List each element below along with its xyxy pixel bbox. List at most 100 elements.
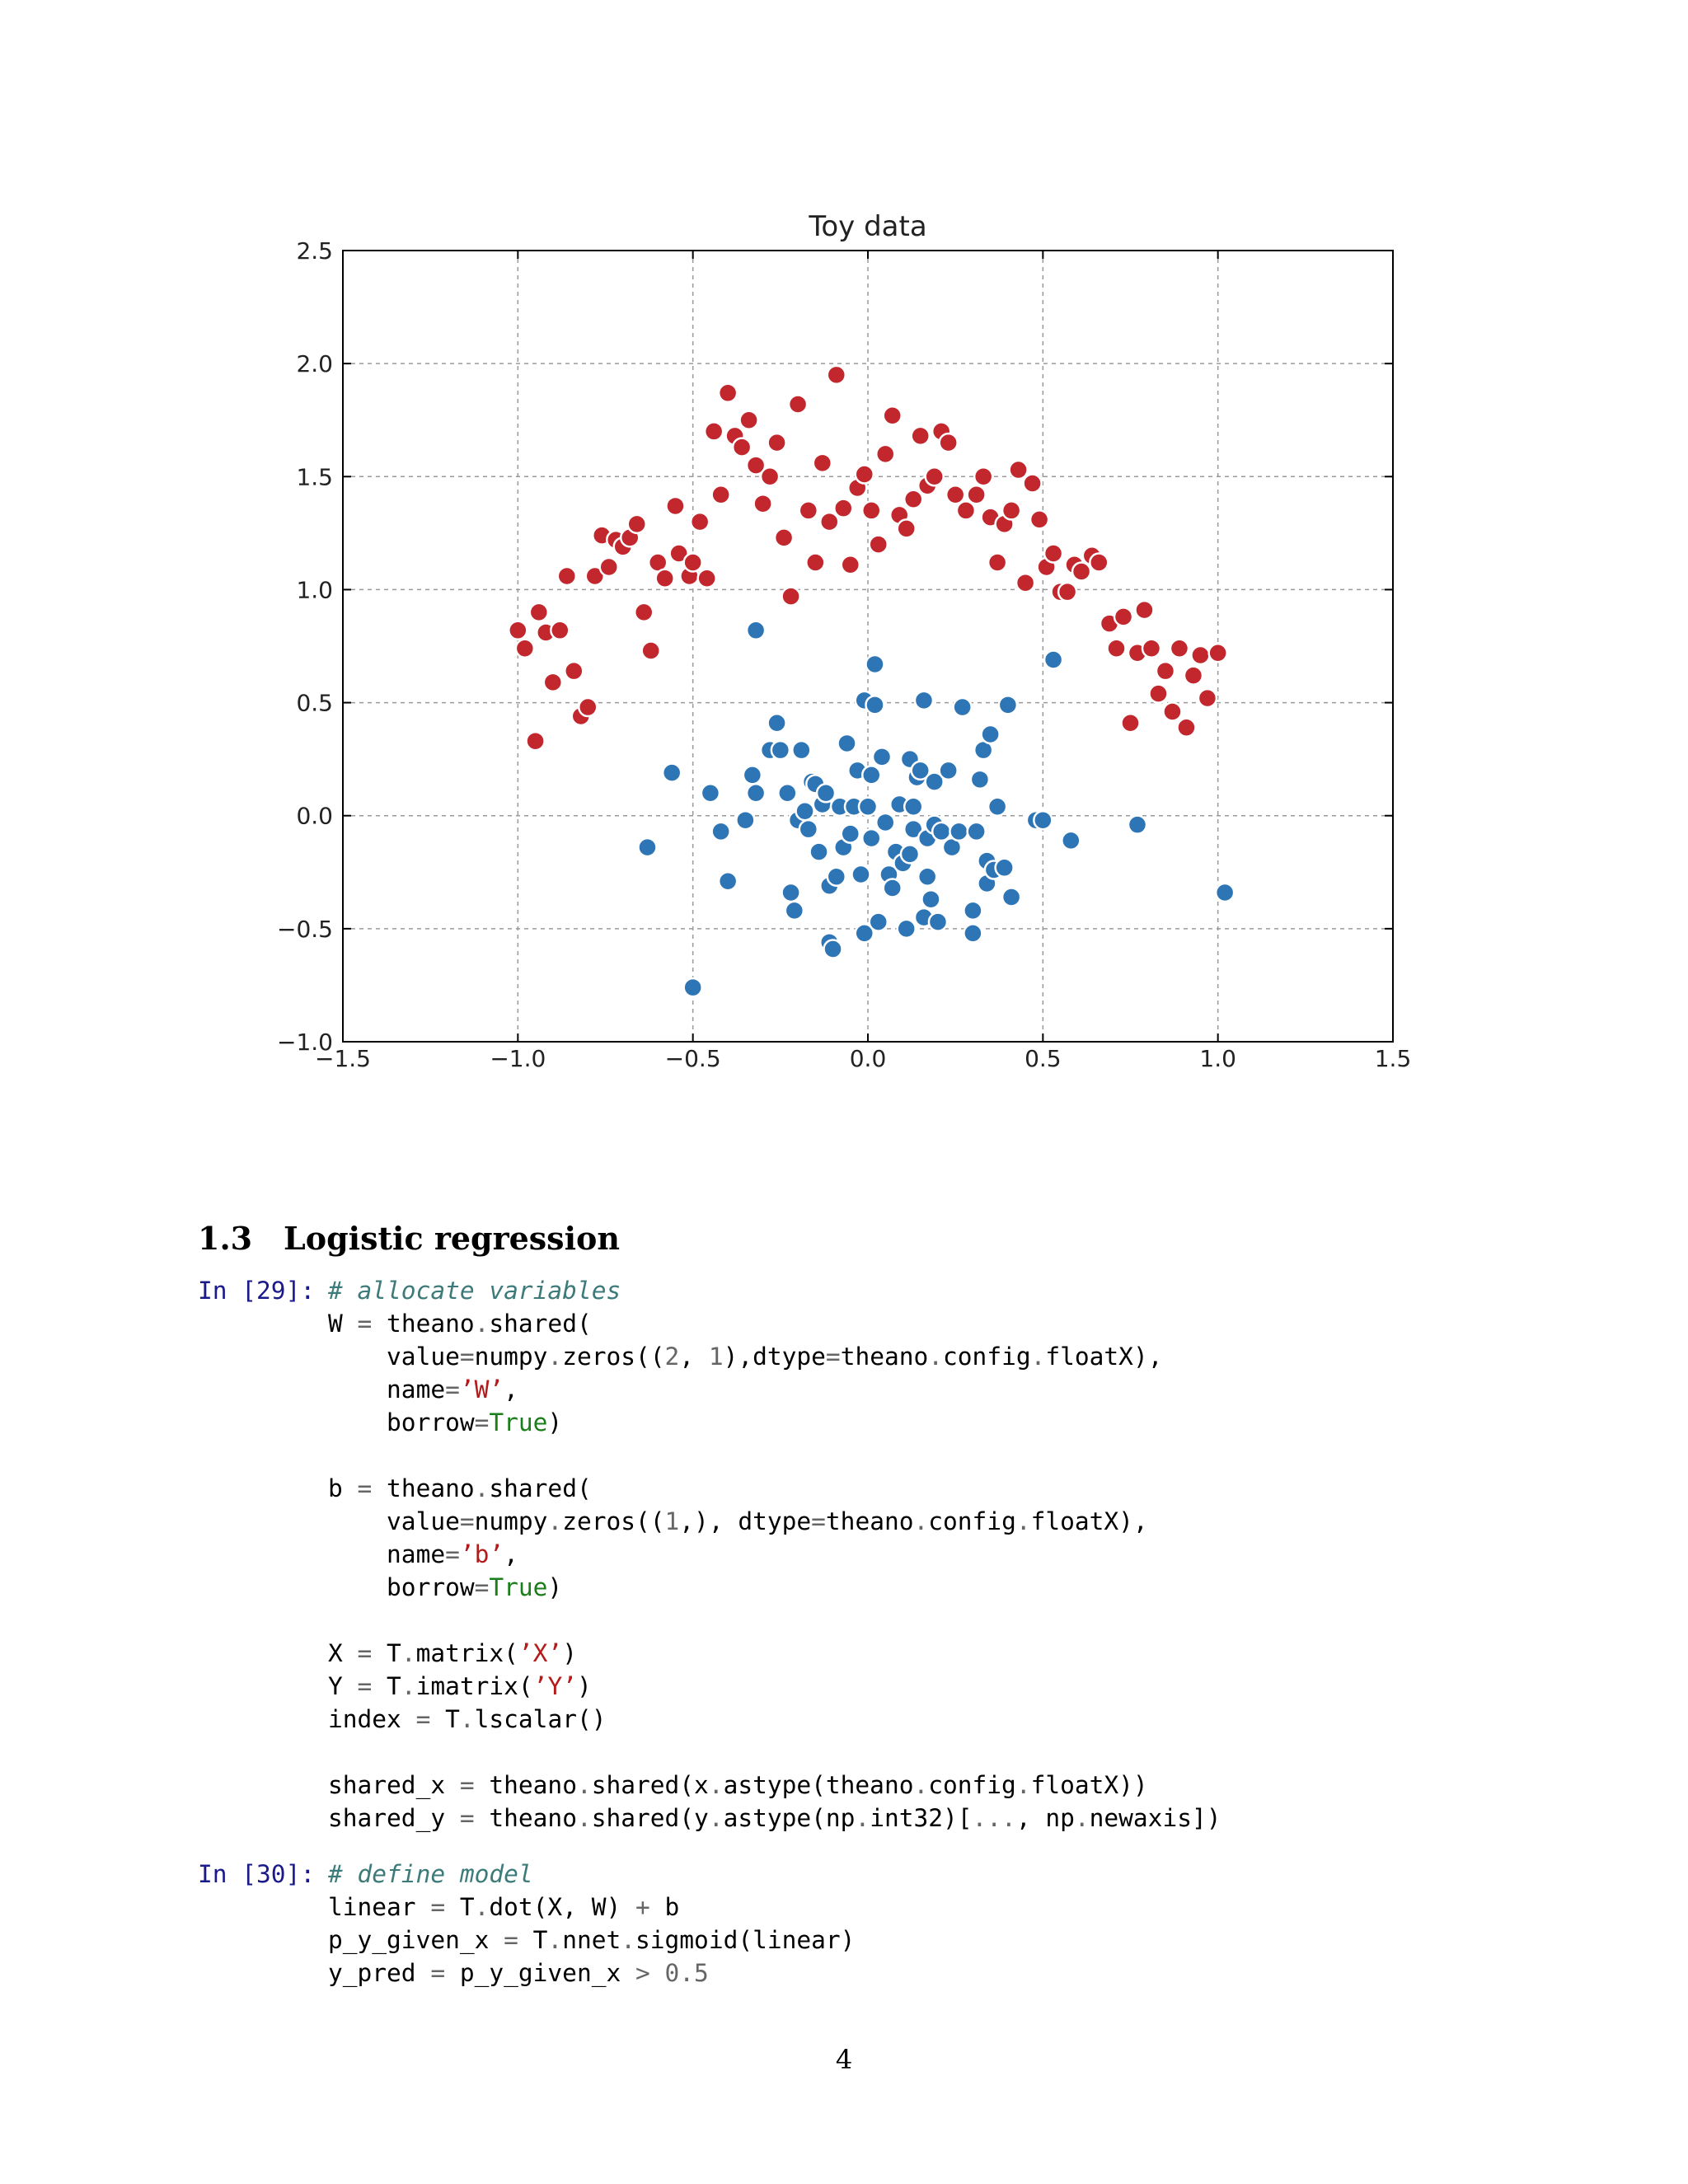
data-point-blue [745, 620, 767, 641]
data-point-red [542, 672, 564, 693]
data-point-blue [980, 724, 1001, 745]
data-point-red [1029, 509, 1050, 530]
x-tick-label: −1.5 [315, 1045, 371, 1072]
data-point-blue [815, 783, 837, 804]
data-point-red [955, 500, 977, 521]
data-point-red [798, 500, 819, 521]
y-tick-label: −0.5 [277, 916, 333, 943]
data-point-blue [868, 912, 889, 932]
page-number: 4 [835, 2044, 853, 2075]
data-point-red [854, 464, 875, 485]
scatter-chart: Toy data −1.5 −1.0 −0.5 0.0 0.5 1.0 1.5−1.0−0.… [277, 210, 1412, 1072]
cell-prompt: In [30]: [198, 1860, 316, 1888]
data-point-red [1155, 660, 1176, 682]
data-point-red [626, 513, 647, 535]
data-point-red [1113, 607, 1134, 627]
data-point-red [1043, 543, 1064, 564]
code-block[interactable]: # allocate variables W = theano.shared( … [328, 1277, 1221, 1832]
data-point-blue [917, 866, 938, 888]
y-tick-label: −1.0 [277, 1029, 333, 1056]
data-point-red [703, 421, 724, 442]
data-point-red [1134, 599, 1155, 621]
data-point-red [874, 443, 896, 465]
data-point-red [826, 364, 847, 386]
data-point-blue [791, 739, 812, 761]
data-point-red [896, 518, 917, 539]
data-point-red [987, 552, 1008, 573]
data-point-red [868, 534, 889, 555]
data-point-blue [903, 796, 924, 817]
x-tick-label: 0.0 [850, 1045, 887, 1072]
data-point-blue [1127, 814, 1148, 835]
data-point-red [668, 543, 689, 564]
data-point-red [1015, 572, 1036, 593]
data-point-blue [924, 771, 945, 792]
data-point-red [738, 410, 759, 430]
data-point-red [731, 437, 753, 457]
code-block[interactable]: # define model linear = T.dot(X, W) + b … [328, 1860, 856, 1987]
data-point-red [654, 568, 675, 588]
data-point-blue [938, 760, 959, 781]
data-point-blue [717, 871, 738, 892]
data-point-red [787, 394, 809, 415]
data-point-blue [777, 783, 798, 804]
data-point-red [840, 555, 861, 575]
section-number: 1.3 [198, 1220, 253, 1257]
y-tick-label: 2.0 [296, 350, 333, 377]
cell-prompt: In [29]: [198, 1277, 316, 1305]
data-point-red [910, 425, 931, 447]
data-point-red [945, 484, 966, 505]
data-point-red [508, 620, 528, 641]
data-point-red [578, 696, 598, 718]
data-point-red [1190, 644, 1211, 666]
chart-title: Toy data [808, 210, 926, 243]
data-point-blue [637, 837, 658, 858]
data-point-red [1106, 638, 1127, 658]
section-heading: 1.3 Logistic regression [198, 1220, 620, 1257]
data-point-red [773, 527, 795, 548]
data-point-blue [913, 690, 935, 711]
data-point-blue [997, 695, 1019, 715]
data-point-blue [854, 923, 875, 944]
data-point-red [556, 565, 578, 587]
data-point-red [1162, 701, 1183, 722]
data-point-red [550, 620, 570, 641]
y-tick-label: 1.0 [296, 576, 333, 603]
y-tick-label: 1.5 [296, 463, 333, 490]
data-point-blue [770, 739, 791, 761]
data-point-blue [865, 654, 885, 675]
data-point-red [781, 586, 801, 607]
data-point-blue [966, 821, 987, 842]
chart-grid [343, 251, 1393, 1042]
data-point-red [767, 432, 787, 453]
data-point-blue [826, 866, 847, 888]
data-point-red [528, 602, 550, 623]
data-point-red [833, 498, 854, 518]
data-point-red [1089, 552, 1109, 573]
chart-points [508, 364, 1236, 998]
data-point-blue [860, 765, 882, 785]
data-point-blue [742, 765, 763, 785]
y-tick-label: 2.5 [296, 237, 333, 265]
data-point-red [973, 466, 994, 487]
data-point-red [1071, 561, 1092, 582]
data-point-blue [1061, 830, 1081, 851]
data-point-red [938, 432, 959, 453]
data-point-blue [969, 769, 991, 790]
data-point-red [924, 466, 945, 487]
data-point-red [525, 730, 546, 752]
data-point-red [564, 660, 584, 682]
data-point-blue [837, 733, 857, 754]
data-point-blue [865, 695, 885, 715]
data-point-blue [735, 809, 756, 831]
data-point-red [665, 495, 686, 517]
data-point-blue [949, 821, 969, 842]
x-tick-label: 1.5 [1375, 1045, 1412, 1072]
x-tick-label: −0.5 [665, 1045, 721, 1072]
data-point-red [1057, 581, 1078, 602]
data-point-blue [952, 696, 973, 718]
data-point-red [860, 500, 882, 521]
data-point-red [759, 466, 781, 487]
data-point-blue [1214, 882, 1236, 903]
data-point-red [805, 552, 826, 573]
